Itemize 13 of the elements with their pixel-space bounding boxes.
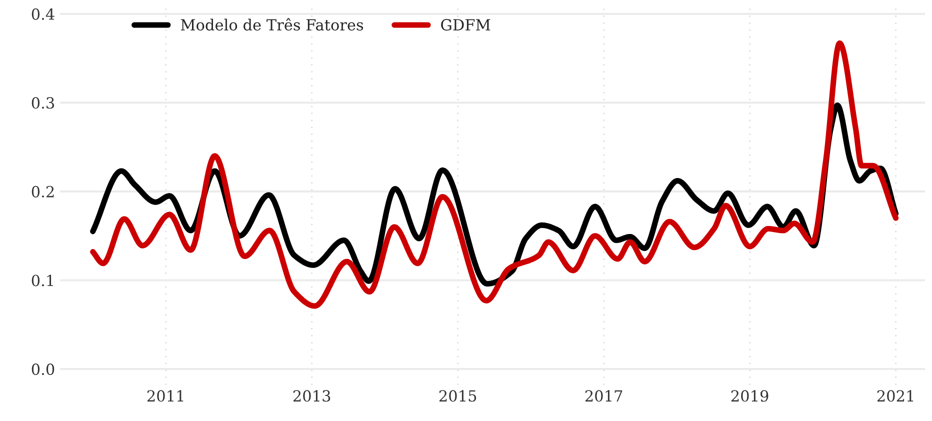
y-tick-label: 0.1: [32, 274, 53, 286]
y-tick-label: 0.4: [32, 8, 54, 20]
x-tick-label: 2011: [147, 390, 184, 402]
x-tick-label: 2017: [585, 390, 622, 402]
y-tick-label: 0.0: [32, 363, 54, 376]
x-tick-label: 2019: [731, 390, 768, 402]
x-tick-label: 2021: [877, 390, 914, 402]
legend-label: GDFM: [441, 19, 490, 31]
y-tick-label: 0.3: [32, 97, 54, 109]
y-tick-label: 0.2: [32, 186, 54, 198]
x-tick-label: 2013: [293, 390, 330, 402]
legend-label: Modelo de Três Fatores: [180, 18, 364, 31]
x-tick-label: 2015: [439, 390, 476, 402]
